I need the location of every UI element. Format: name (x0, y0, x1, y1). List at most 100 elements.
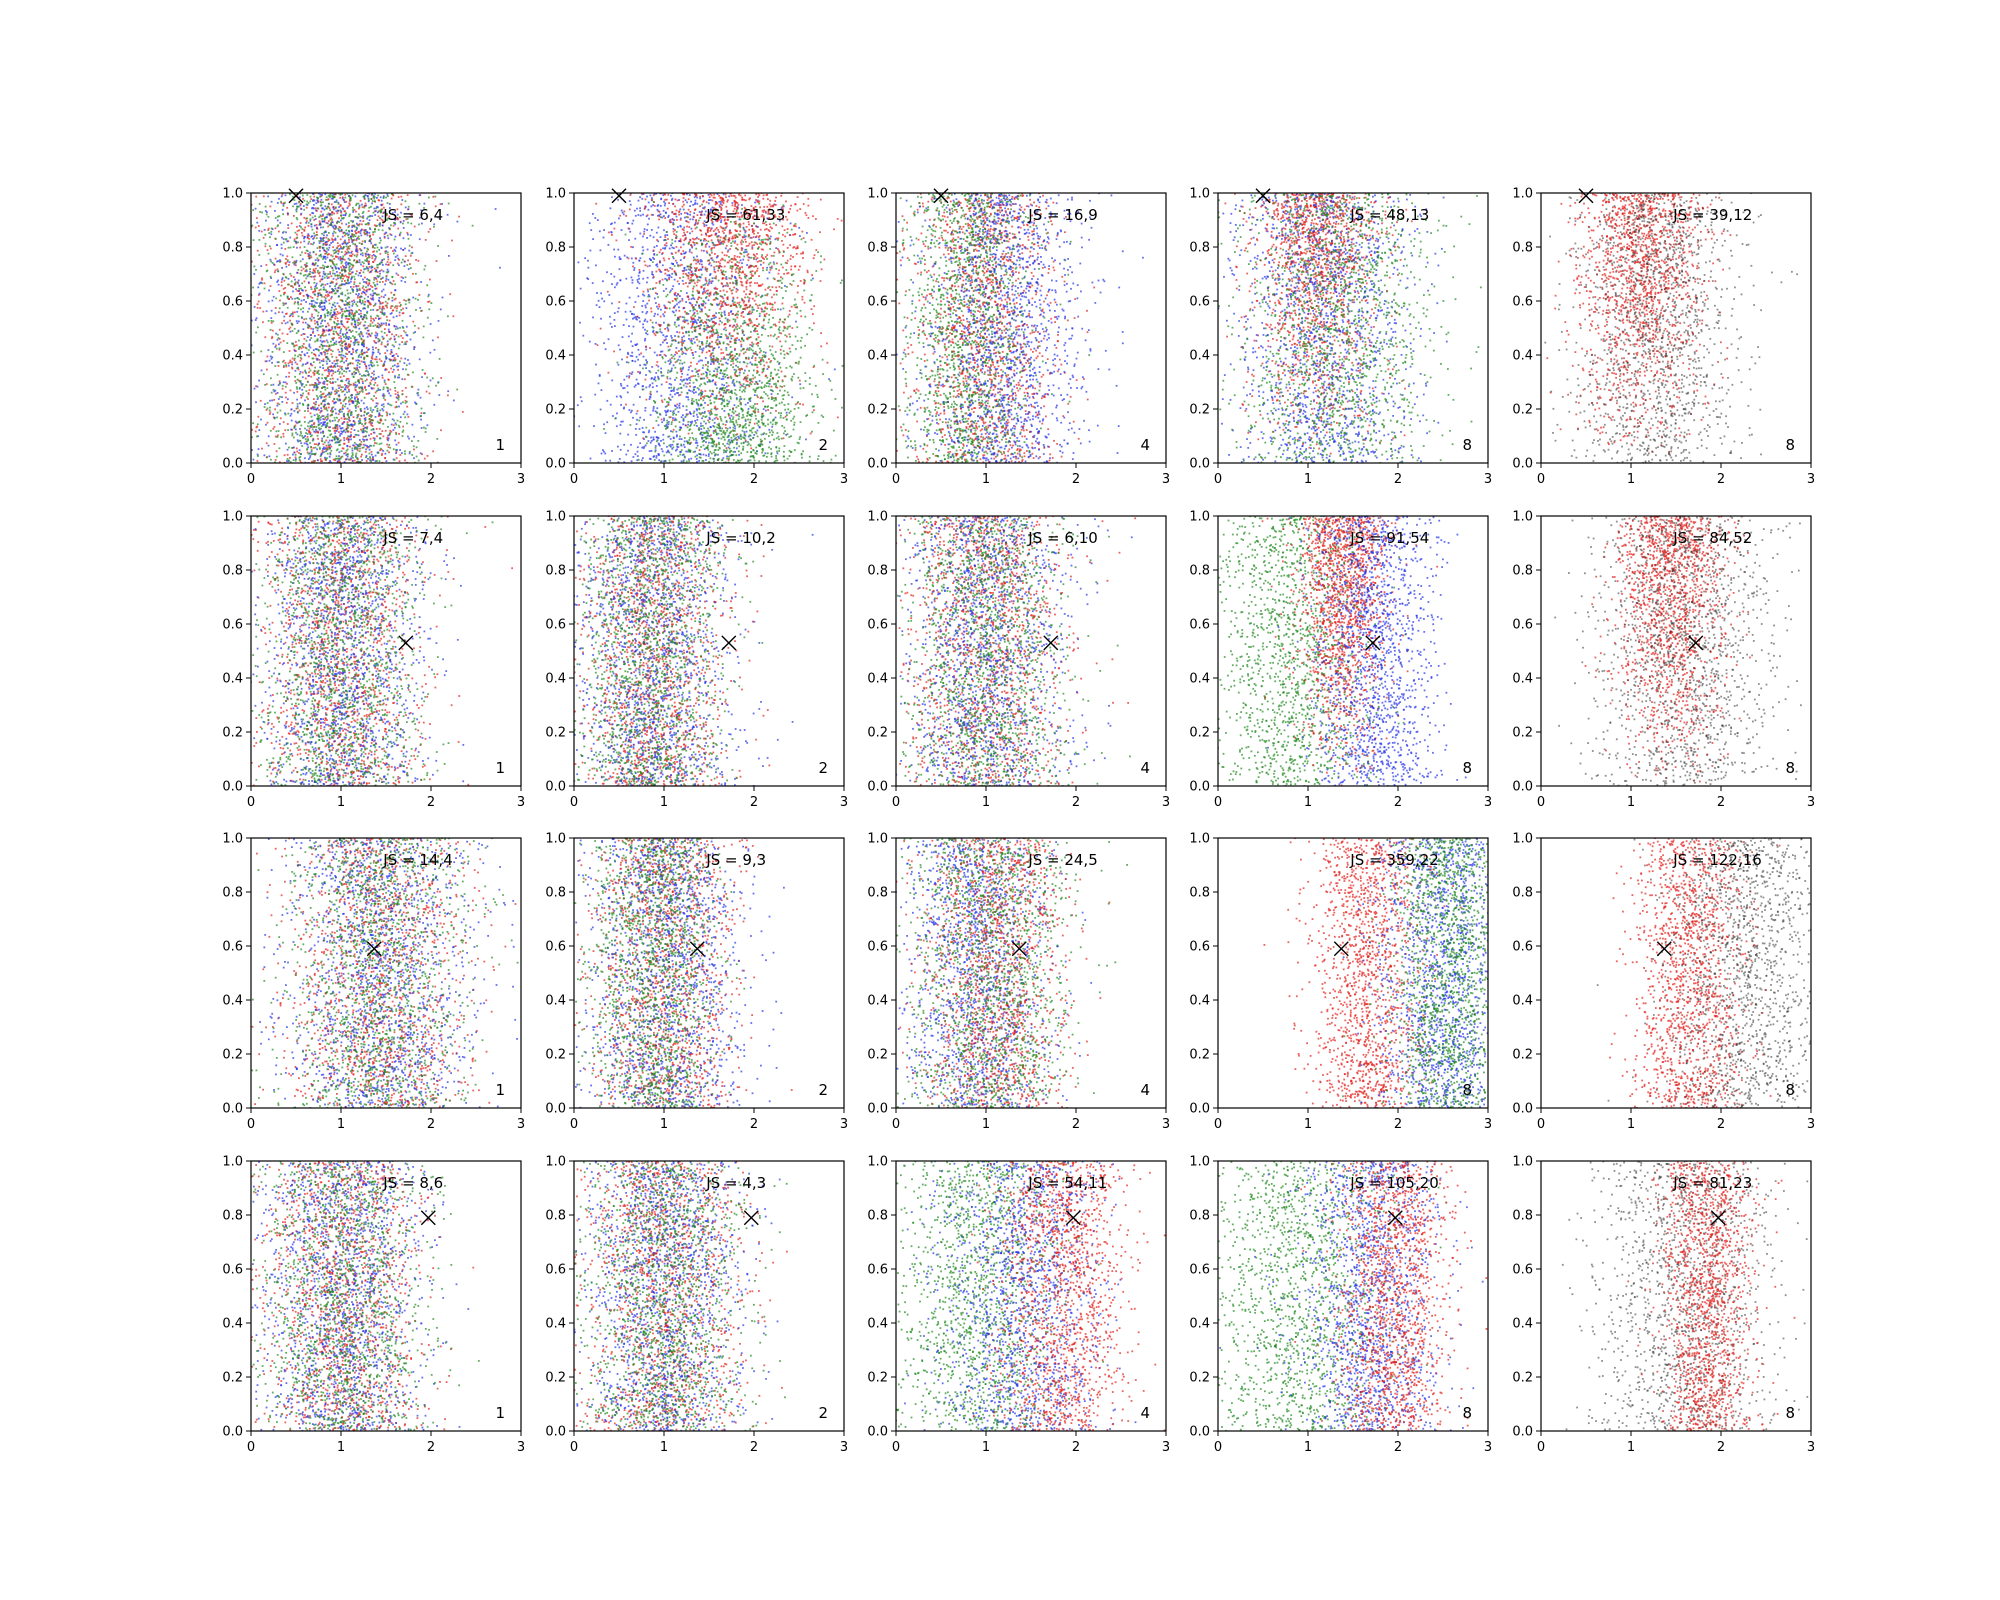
scatter-point (301, 208, 303, 210)
scatter-point (383, 197, 385, 199)
scatter-point (438, 320, 440, 322)
scatter-point (355, 360, 357, 362)
scatter-point (321, 306, 323, 308)
scatter-point (631, 352, 633, 354)
scatter-point (671, 276, 673, 278)
scatter-point (763, 408, 765, 410)
scatter-point (375, 416, 377, 418)
scatter-point (334, 432, 336, 434)
scatter-point (340, 288, 342, 290)
scatter-point (329, 285, 331, 287)
scatter-point (270, 384, 272, 386)
scatter-point (359, 300, 361, 302)
scatter-point (324, 354, 326, 356)
scatter-point (620, 383, 622, 385)
scatter-point (261, 212, 263, 214)
scatter-point (279, 222, 281, 224)
scatter-point (593, 425, 595, 427)
scatter-point (299, 373, 301, 375)
scatter-point (368, 334, 370, 336)
scatter-point (651, 271, 653, 273)
scatter-point (673, 437, 675, 439)
scatter-point (339, 385, 341, 387)
scatter-point (759, 427, 761, 429)
scatter-point (356, 384, 358, 386)
scatter-point (307, 425, 309, 427)
scatter-point (652, 274, 654, 276)
scatter-point (372, 200, 374, 202)
scatter-point (616, 396, 618, 398)
scatter-point (322, 374, 324, 376)
scatter-point (746, 431, 748, 433)
scatter-point (302, 258, 304, 260)
scatter-point (359, 391, 361, 393)
scatter-point (326, 234, 328, 236)
scatter-point (345, 431, 347, 433)
scatter-point (276, 456, 278, 458)
scatter-point (664, 234, 666, 236)
scatter-point (362, 252, 364, 254)
scatter-point (270, 206, 272, 208)
scatter-point (351, 255, 353, 257)
scatter-point (398, 365, 400, 367)
scatter-point (399, 426, 401, 428)
scatter-point (349, 255, 351, 257)
scatter-point (338, 327, 340, 329)
scatter-point (282, 361, 284, 363)
scatter-point (346, 276, 348, 278)
scatter-point (358, 328, 360, 330)
scatter-point (383, 364, 385, 366)
scatter-point (332, 436, 334, 438)
scatter-point (285, 303, 287, 305)
scatter-point (627, 392, 629, 394)
scatter-point (336, 359, 338, 361)
scatter-point (393, 316, 395, 318)
scatter-point (338, 313, 340, 315)
scatter-point (340, 299, 342, 301)
scatter-point (367, 458, 369, 460)
scatter-point (300, 433, 302, 435)
scatter-point (333, 321, 335, 323)
scatter-point (273, 399, 275, 401)
scatter-point (325, 450, 327, 452)
scatter-point (644, 338, 646, 340)
scatter-point (307, 362, 309, 364)
scatter-point (359, 354, 361, 356)
scatter-point (356, 228, 358, 230)
scatter-point (298, 452, 300, 454)
scatter-point (341, 351, 343, 353)
scatter-point (355, 293, 357, 295)
scatter-point (348, 230, 350, 232)
scatter-point (285, 443, 287, 445)
scatter-point (291, 413, 293, 415)
scatter-point (314, 272, 316, 274)
scatter-point (656, 391, 658, 393)
scatter-point (409, 453, 411, 455)
scatter-point (315, 447, 317, 449)
scatter-point (799, 235, 801, 237)
scatter-point (345, 380, 347, 382)
scatter-point (375, 208, 377, 210)
scatter-point (710, 357, 712, 359)
scatter-point (623, 379, 625, 381)
scatter-point (283, 288, 285, 290)
scatter-point (342, 255, 344, 257)
scatter-point (442, 297, 444, 299)
scatter-point (372, 299, 374, 301)
scatter-point (292, 262, 294, 264)
scatter-point (437, 382, 439, 384)
scatter-point (361, 423, 363, 425)
scatter-point (587, 260, 589, 262)
scatter-point (333, 403, 335, 405)
scatter-point (703, 250, 705, 252)
scatter-point (316, 408, 318, 410)
scatter-point (381, 247, 383, 249)
scatter-point (314, 453, 316, 455)
scatter-point (368, 256, 370, 258)
scatter-point (347, 387, 349, 389)
scatter-point (619, 256, 621, 258)
scatter-point (279, 396, 281, 398)
scatter-point (348, 397, 350, 399)
scatter-point (384, 294, 386, 296)
scatter-point (305, 266, 307, 268)
